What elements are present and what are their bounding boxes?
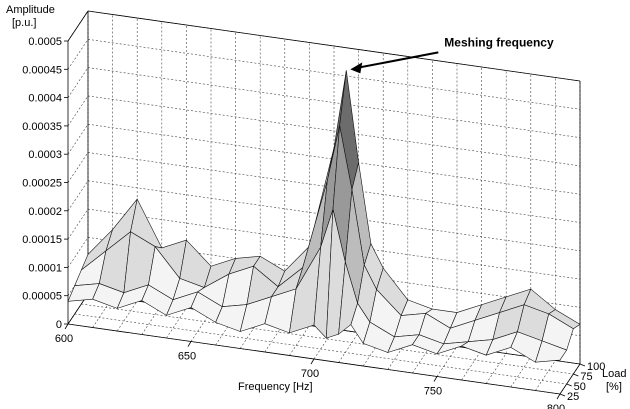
back-wall-hgrid — [87, 95, 581, 167]
floor-grid — [510, 356, 532, 388]
x-tick-label: 650 — [178, 351, 196, 363]
floor-grid — [81, 303, 574, 375]
floor-grid — [74, 313, 567, 385]
left-wall-hgrid — [67, 95, 89, 127]
back-wall-hgrid — [87, 39, 581, 110]
floor-grid — [535, 360, 556, 391]
y-tick-mark — [559, 393, 566, 397]
frame-edge — [87, 10, 581, 82]
x-tick-mark — [187, 341, 192, 347]
z-tick-label: 0.0003 — [28, 149, 62, 161]
grid-layer: 0 0.00005 0.0001 0.00015 0.0002 0.00025 0.0003… — [22, 10, 605, 409]
left-wall-hgrid — [67, 39, 89, 70]
y-tick-mark — [573, 373, 579, 377]
y-tick-label: 50 — [574, 381, 586, 393]
left-wall-hgrid — [67, 67, 89, 98]
left-wall-hgrid — [67, 180, 89, 211]
y-axis-title-line-2: [%] — [606, 381, 622, 393]
z-tick-label: 0.0005 — [28, 36, 62, 48]
z-tick-label: 0.00025 — [22, 178, 62, 190]
z-axis-title-line-1: Amplitude — [6, 4, 55, 16]
annotation-label: Meshing frequency — [444, 35, 554, 49]
annotation-layer: Meshing frequency — [350, 35, 554, 74]
y-tick-label: 25 — [567, 391, 579, 403]
x-tick-label: 700 — [301, 368, 319, 380]
x-tick-label: 750 — [424, 386, 442, 398]
z-tick-label: 0 — [56, 319, 62, 331]
z-tick-label: 0.00015 — [22, 234, 62, 246]
floor-grid — [461, 349, 482, 381]
z-tick-label: 0.00035 — [22, 121, 62, 133]
z-tick-label: 0.0002 — [28, 206, 62, 218]
x-tick-mark — [64, 323, 69, 330]
annotation-arrowhead — [350, 62, 363, 74]
frame-edge — [559, 363, 581, 395]
annotation-arrow — [354, 51, 439, 70]
floor-grid — [338, 332, 359, 363]
y-axis-title-line-1: Load — [602, 368, 626, 380]
y-tick-mark — [579, 363, 586, 367]
z-tick-label: 0.00045 — [22, 64, 62, 76]
z-tick-label: 0.00005 — [22, 291, 62, 303]
frame-edge — [67, 10, 89, 42]
left-wall-hgrid — [67, 152, 89, 183]
x-tick-mark — [433, 376, 438, 382]
floor-grid — [485, 353, 507, 384]
y-tick-label: 75 — [580, 371, 592, 383]
label-layer: Amplitude [p.u.] Frequency [Hz] Load [%] — [6, 4, 626, 393]
x-tick-mark — [310, 358, 315, 365]
left-wall-hgrid — [67, 208, 89, 240]
x-tick-label: 600 — [55, 333, 73, 345]
left-wall-hgrid — [67, 124, 89, 155]
surface-layer — [67, 70, 581, 363]
surface-patch — [534, 340, 568, 363]
y-tick-mark — [566, 383, 572, 387]
z-axis-title-line-2: [p.u.] — [12, 17, 36, 29]
back-wall-hgrid — [87, 67, 581, 138]
y-tick-label: 100 — [587, 361, 605, 373]
z-tick-label: 0.0001 — [28, 262, 62, 274]
z-tick-label: 0.0004 — [28, 93, 62, 105]
x-tick-label: 800 — [547, 403, 565, 409]
x-tick-mark — [556, 393, 561, 400]
x-axis-title: Frequency [Hz] — [238, 381, 313, 393]
